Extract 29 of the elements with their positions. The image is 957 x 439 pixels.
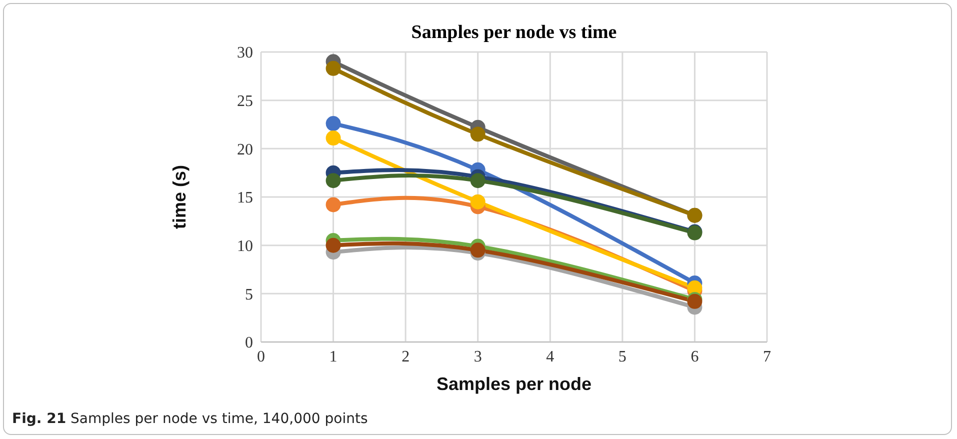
x-tick-label: 6 (690, 348, 699, 366)
point (326, 130, 341, 146)
point (326, 173, 341, 188)
y-tick-label: 30 (237, 44, 253, 62)
point (326, 238, 341, 253)
y-axis-title: time (s) (169, 164, 190, 230)
point (326, 197, 341, 212)
y-tick-label: 25 (237, 93, 253, 110)
x-tick-label: 3 (474, 348, 482, 366)
chart-title: Samples per node vs time (410, 22, 618, 44)
x-tick-label: 7 (763, 348, 771, 366)
point (470, 126, 486, 142)
x-tick-label: 1 (329, 348, 338, 366)
point (470, 242, 486, 258)
y-tick-label: 20 (237, 141, 253, 158)
point (470, 173, 486, 188)
x-tick-label: 2 (402, 348, 410, 366)
x-tick-label: 0 (257, 348, 265, 366)
x-tick-label: 4 (546, 348, 554, 366)
x-axis-title: Samples per node (436, 374, 592, 394)
x-tick-label: 5 (618, 348, 626, 366)
caption: Fig. 21 Samples per node vs time, 140,000 points (12, 411, 368, 427)
y-tick-label: 10 (237, 238, 253, 256)
y-tick-label: 15 (237, 190, 253, 207)
y-tick-label: 5 (245, 286, 253, 304)
point (326, 60, 341, 76)
y-tick-label: 0 (245, 334, 253, 352)
point (326, 116, 341, 132)
point (470, 194, 486, 210)
